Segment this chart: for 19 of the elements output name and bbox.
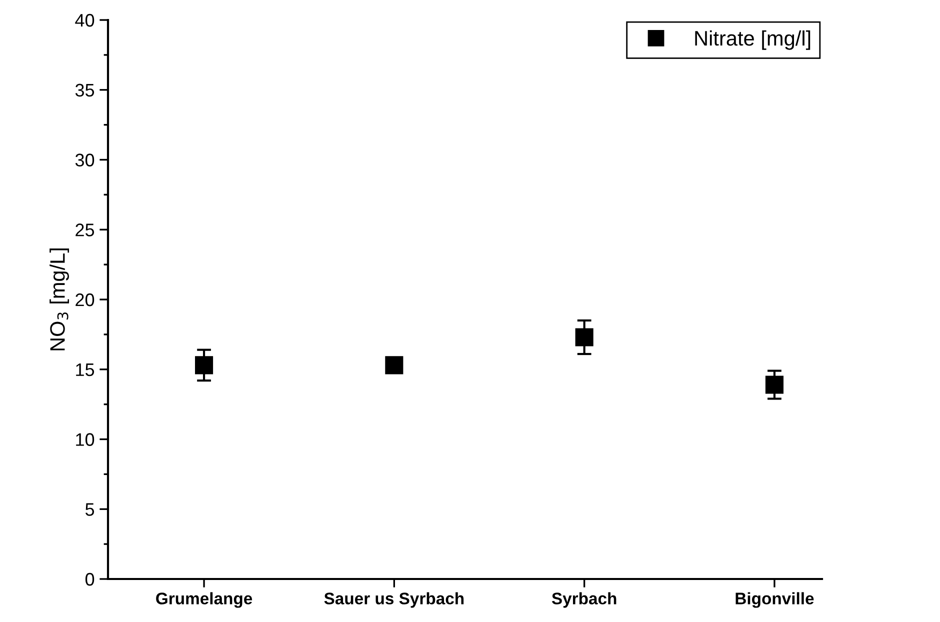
x-tick-label: Bigonville [736, 592, 814, 608]
x-tick-label: Grumelange [156, 592, 252, 608]
y-tick-label: 10 [76, 433, 94, 446]
y-axis-title: NO$_{3}$ [mg/L] [50, 248, 70, 350]
y-tick-label: 35 [75, 84, 94, 97]
y-tick-label: 20 [76, 293, 94, 306]
point [385, 356, 404, 374]
x-tick-label: Sauer us Syrbach [324, 592, 464, 608]
y-tick-label: 0 [85, 572, 94, 586]
y-tick-label: 15 [76, 363, 94, 376]
y-tick-label: 5 [85, 503, 94, 516]
point [765, 376, 784, 394]
y-tick-label: 30 [75, 154, 94, 166]
y-tick-label: 25 [76, 224, 94, 236]
point [575, 328, 594, 346]
legend-label: Nitrate [mg/l] [695, 30, 810, 50]
x-tick-label: Syrbach [552, 592, 616, 608]
y-tick-label: 40 [75, 14, 94, 27]
point [194, 356, 214, 374]
